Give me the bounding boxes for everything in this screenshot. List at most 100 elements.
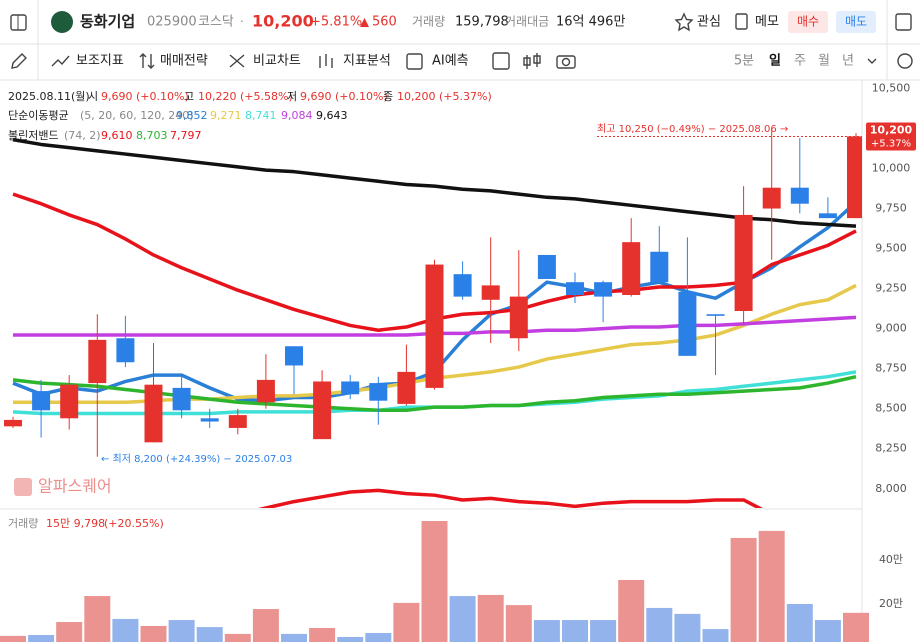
analysis-icon[interactable] (319, 54, 333, 68)
high-annotation: 최고 10,250 (−0.49%) − 2025.08.06 → (597, 123, 788, 135)
y-tick-label: 8,000 (875, 482, 907, 495)
candle-body (509, 296, 528, 339)
layout-icon[interactable] (492, 52, 510, 70)
candle-body (172, 387, 191, 411)
watch-button[interactable]: 관심 (697, 15, 721, 30)
stock-name: 동화기업 (80, 13, 135, 31)
low-annotation: ← 최저 8,200 (+24.39%) − 2025.07.03 (101, 453, 292, 465)
indicator-line (258, 488, 764, 508)
close-label: 종 (383, 90, 393, 103)
candle-body (285, 346, 303, 366)
bb-value: 9,610 (101, 129, 133, 142)
y-tick-label: 10,500 (872, 81, 911, 94)
chart-type-icon[interactable] (523, 53, 541, 69)
candle-body (847, 136, 862, 219)
ma-value: 8,741 (245, 109, 277, 122)
volume-bar (168, 620, 195, 642)
candle-body (425, 264, 444, 388)
ai-icon[interactable] (406, 53, 423, 70)
settings-icon[interactable] (897, 53, 913, 69)
volume-bar (702, 629, 729, 642)
volume-bar (730, 537, 757, 642)
period-button[interactable]: 월 (818, 54, 830, 69)
star-icon[interactable] (674, 12, 694, 32)
candle-body (453, 274, 472, 297)
volume-bar (646, 607, 673, 642)
volume-bar (196, 627, 223, 642)
ma-value: 9,084 (281, 109, 313, 122)
ma-value: 9,643 (316, 109, 348, 122)
volume-bar (337, 636, 364, 642)
change-abs: 560 (372, 15, 397, 30)
stock-code: 025900 (147, 15, 197, 30)
period-button[interactable]: 5분 (734, 54, 754, 69)
panel-toggle[interactable] (895, 13, 912, 31)
candle-body (566, 282, 584, 295)
draw-icon[interactable] (11, 53, 27, 69)
low-label: 저 (287, 90, 297, 103)
volume-tick-label: 20만 (879, 597, 903, 610)
bb-value: 7,797 (170, 129, 202, 142)
indicators-button[interactable]: 보조지표 (76, 54, 124, 69)
indicator-icon[interactable] (51, 55, 70, 67)
ai-button[interactable]: AI예측 (432, 54, 469, 69)
volume-bar (618, 579, 645, 642)
camera-icon[interactable] (556, 55, 576, 69)
analysis-button[interactable]: 지표분석 (343, 54, 391, 69)
compare-button[interactable]: 비교차트 (253, 54, 301, 69)
candle-body (650, 251, 669, 283)
candle-body (397, 371, 416, 404)
memo-button[interactable]: 메모 (755, 15, 779, 30)
ma-params: (5, 20, 60, 120, 240) (80, 109, 194, 122)
market: 코스닥 (198, 15, 234, 30)
sell-button[interactable]: 매도 (845, 15, 867, 29)
buy-button-bg[interactable] (788, 11, 828, 33)
candle-body (60, 384, 79, 419)
candle-body (116, 338, 135, 363)
volume-bar (843, 612, 869, 642)
volume: 159,798 (455, 15, 509, 30)
open-label: 시 (88, 90, 98, 103)
strategy-icon[interactable] (139, 53, 155, 69)
volume-bar (112, 618, 139, 642)
bb-label: 볼린저밴드 (8, 129, 59, 142)
high-value: 10,220 (+5.58%) (198, 90, 293, 103)
volume-bar (224, 633, 251, 642)
change-pct: +5.81% (310, 15, 362, 30)
volume-bar (505, 605, 532, 642)
y-tick-label: 9,250 (875, 282, 907, 295)
buy-button[interactable]: 매수 (797, 15, 819, 29)
close-value: 10,200 (+5.37%) (397, 90, 492, 103)
memo-icon[interactable] (735, 13, 748, 30)
watermark-icon (14, 478, 32, 496)
compare-icon[interactable] (229, 54, 245, 68)
volume-bar (140, 625, 167, 642)
volume-legend-label: 거래량 (8, 517, 38, 530)
y-tick-label: 8,250 (875, 442, 907, 455)
volume-bar (674, 613, 701, 642)
candle-body (537, 254, 556, 279)
strategy-button[interactable]: 매매전략 (160, 54, 208, 69)
volume-bar (449, 596, 476, 642)
candle-body (594, 282, 613, 297)
ma-value: 9,271 (210, 109, 242, 122)
candle-body (706, 314, 725, 316)
candle-body (818, 213, 837, 219)
candle-body (88, 339, 107, 384)
volume-bar (562, 620, 588, 642)
period-button[interactable]: 주 (794, 54, 806, 69)
sell-button-bg[interactable] (836, 11, 876, 33)
period-button[interactable]: 년 (842, 54, 854, 69)
high-label: 고 (184, 90, 194, 103)
watermark: 알파스퀘어 (38, 477, 112, 496)
volume-bar (421, 521, 448, 642)
candle-body (762, 187, 781, 209)
volume-bar (590, 620, 617, 642)
period-button[interactable]: 일 (769, 54, 781, 69)
candle-body (622, 242, 641, 295)
candle-body (313, 381, 332, 440)
period-dropdown[interactable] (867, 58, 877, 64)
bb-params: (74, 2) (64, 129, 101, 142)
price-tag-price: 10,200 (870, 123, 913, 136)
y-tick-label: 8,500 (875, 402, 907, 415)
